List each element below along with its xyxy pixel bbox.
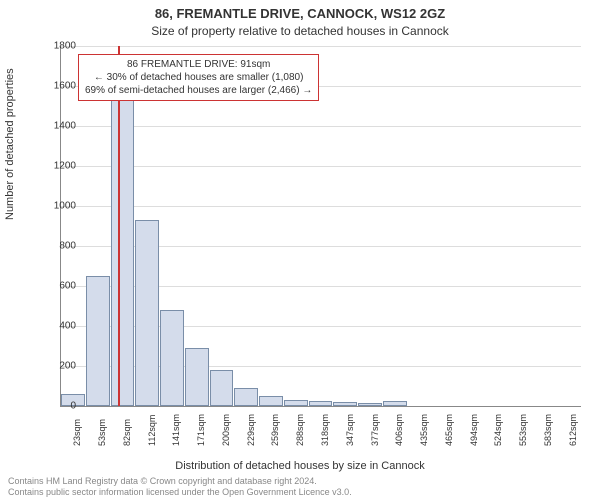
histogram-bar: [309, 401, 333, 406]
x-tick-label: 347sqm: [345, 414, 355, 446]
x-tick-label: 82sqm: [122, 419, 132, 446]
x-tick-label: 259sqm: [270, 414, 280, 446]
annotation-box: 86 FREMANTLE DRIVE: 91sqm← 30% of detach…: [78, 54, 319, 101]
x-tick-label: 229sqm: [246, 414, 256, 446]
histogram-bar: [358, 403, 382, 406]
histogram-bar: [160, 310, 184, 406]
x-tick-label: 112sqm: [147, 415, 157, 446]
y-tick-label: 800: [40, 241, 76, 252]
x-tick-label: 318sqm: [320, 414, 330, 446]
chart-subtitle: Size of property relative to detached ho…: [0, 24, 600, 38]
histogram-bar: [259, 396, 283, 406]
x-tick-label: 435sqm: [419, 414, 429, 446]
y-axis-label: Number of detached properties: [4, 68, 16, 220]
histogram-bar: [111, 82, 135, 406]
x-tick-label: 494sqm: [469, 414, 479, 446]
histogram-bar: [383, 401, 407, 406]
histogram-bar: [86, 276, 110, 406]
y-tick-label: 1000: [40, 201, 76, 212]
x-tick-label: 53sqm: [97, 419, 107, 446]
histogram-chart: 86, FREMANTLE DRIVE, CANNOCK, WS12 2GZ S…: [0, 0, 600, 500]
y-tick-label: 600: [40, 281, 76, 292]
histogram-bar: [185, 348, 209, 406]
x-axis-label: Distribution of detached houses by size …: [0, 460, 600, 472]
x-tick-label: 23sqm: [72, 419, 82, 446]
y-tick-label: 1400: [40, 121, 76, 132]
annotation-line: 86 FREMANTLE DRIVE: 91sqm: [85, 58, 312, 71]
x-tick-label: 406sqm: [394, 414, 404, 446]
annotation-line: 69% of semi-detached houses are larger (…: [85, 84, 312, 97]
histogram-bar: [284, 400, 308, 406]
annotation-line: ← 30% of detached houses are smaller (1,…: [85, 71, 312, 84]
y-tick-label: 1200: [40, 161, 76, 172]
x-tick-label: 612sqm: [568, 414, 578, 446]
x-tick-label: 200sqm: [221, 414, 231, 446]
y-tick-label: 1600: [40, 81, 76, 92]
x-tick-label: 141sqm: [171, 414, 181, 446]
histogram-bar: [234, 388, 258, 406]
x-tick-label: 465sqm: [444, 414, 454, 446]
y-tick-label: 400: [40, 321, 76, 332]
x-tick-label: 583sqm: [543, 414, 553, 446]
footer-attribution: Contains HM Land Registry data © Crown c…: [8, 476, 352, 498]
histogram-bar: [333, 402, 357, 406]
x-tick-label: 171sqm: [196, 414, 206, 446]
y-tick-label: 200: [40, 361, 76, 372]
gridline: [61, 46, 581, 47]
histogram-bar: [210, 370, 234, 406]
gridline: [61, 126, 581, 127]
x-tick-label: 553sqm: [518, 414, 528, 446]
footer-line: Contains public sector information licen…: [8, 487, 352, 498]
y-tick-label: 1800: [40, 41, 76, 52]
x-tick-label: 377sqm: [370, 414, 380, 446]
chart-title: 86, FREMANTLE DRIVE, CANNOCK, WS12 2GZ: [0, 6, 600, 21]
gridline: [61, 166, 581, 167]
histogram-bar: [135, 220, 159, 406]
gridline: [61, 206, 581, 207]
x-tick-label: 524sqm: [493, 414, 503, 446]
footer-line: Contains HM Land Registry data © Crown c…: [8, 476, 352, 487]
y-tick-label: 0: [40, 401, 76, 412]
x-tick-label: 288sqm: [295, 414, 305, 446]
